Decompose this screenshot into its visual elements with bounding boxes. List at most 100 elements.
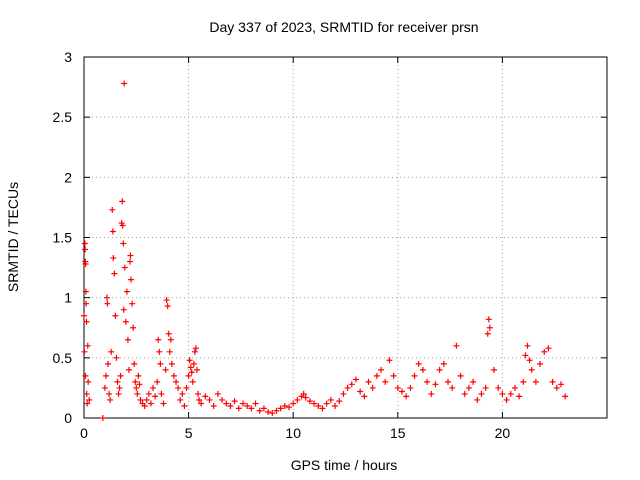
data-point — [102, 372, 109, 379]
data-point — [189, 378, 196, 385]
data-point — [86, 396, 93, 403]
data-point — [130, 324, 137, 331]
data-point — [486, 324, 493, 331]
data-point — [231, 398, 238, 405]
data-point — [195, 390, 202, 397]
y-tick-label: 1 — [64, 290, 72, 306]
data-point — [461, 390, 468, 397]
data-point — [112, 312, 119, 319]
data-point — [244, 402, 251, 409]
data-point — [104, 294, 111, 301]
data-point — [545, 345, 552, 352]
data-point — [162, 366, 169, 373]
data-point — [165, 330, 172, 337]
data-point — [453, 342, 460, 349]
data-point — [129, 300, 136, 307]
data-point — [562, 393, 569, 400]
data-point — [160, 400, 167, 407]
data-point — [107, 396, 114, 403]
data-point — [485, 316, 492, 323]
data-point — [332, 402, 339, 409]
data-point — [121, 80, 128, 87]
data-point — [478, 390, 485, 397]
data-point — [365, 378, 372, 385]
y-tick-label: 0 — [64, 410, 72, 426]
data-point — [403, 393, 410, 400]
data-point — [386, 357, 393, 364]
data-point — [141, 402, 148, 409]
data-point — [524, 342, 531, 349]
data-point — [119, 198, 126, 205]
data-point — [465, 384, 472, 391]
data-point — [260, 405, 267, 412]
data-point — [415, 360, 422, 367]
data-point — [235, 405, 242, 412]
data-point — [123, 288, 130, 295]
data-point — [111, 270, 118, 277]
data-point — [424, 378, 431, 385]
data-point — [82, 288, 89, 295]
data-point — [166, 348, 173, 355]
data-point — [158, 390, 165, 397]
y-tick-label: 2 — [64, 169, 72, 185]
data-point — [84, 400, 91, 407]
data-point — [104, 300, 111, 307]
data-point — [541, 348, 548, 355]
data-point — [152, 393, 159, 400]
data-point — [440, 360, 447, 367]
data-point — [183, 384, 190, 391]
grid-lines — [84, 57, 607, 418]
data-point — [121, 264, 128, 271]
data-point — [186, 357, 193, 364]
data-point — [163, 297, 170, 304]
data-point — [428, 390, 435, 397]
data-point — [290, 400, 297, 407]
tick-labels: 0 5 10 15 20 0 0.5 1 1.5 2 2.5 3 — [53, 49, 511, 441]
data-point — [520, 378, 527, 385]
data-point — [390, 372, 397, 379]
data-point — [239, 400, 246, 407]
data-point — [191, 348, 198, 355]
data-point — [357, 388, 364, 395]
data-point — [348, 381, 355, 388]
data-point — [127, 252, 134, 259]
x-axis-label: GPS time / hours — [291, 457, 398, 473]
chart-title: Day 337 of 2023, SRMTID for receiver prs… — [209, 19, 478, 35]
x-tick-label: 5 — [185, 425, 193, 441]
data-point — [99, 415, 106, 421]
data-point — [170, 372, 177, 379]
data-point — [187, 364, 194, 371]
data-point — [352, 376, 359, 383]
data-point — [382, 378, 389, 385]
data-point — [286, 404, 293, 411]
data-point — [82, 260, 89, 267]
data-point — [432, 381, 439, 388]
data-point — [167, 336, 174, 343]
data-point — [128, 276, 135, 283]
data-point — [532, 378, 539, 385]
data-point — [145, 390, 152, 397]
data-point — [113, 354, 120, 361]
data-point — [206, 396, 213, 403]
data-point — [135, 372, 142, 379]
data-point — [522, 352, 529, 359]
y-axis-label: SRMTID / TECUs — [5, 182, 21, 292]
data-point — [495, 384, 502, 391]
data-point — [474, 396, 481, 403]
data-point — [133, 384, 140, 391]
data-point — [302, 394, 309, 401]
data-point — [248, 405, 255, 412]
data-point — [188, 369, 195, 376]
data-point — [81, 348, 88, 355]
data-point — [528, 366, 535, 373]
data-point — [315, 402, 322, 409]
data-point — [143, 396, 150, 403]
data-point — [198, 400, 205, 407]
data-point — [516, 393, 523, 400]
data-point — [491, 366, 498, 373]
data-point — [202, 393, 209, 400]
data-point — [105, 360, 112, 367]
data-point — [503, 396, 510, 403]
data-point — [157, 360, 164, 367]
data-point — [101, 384, 108, 391]
